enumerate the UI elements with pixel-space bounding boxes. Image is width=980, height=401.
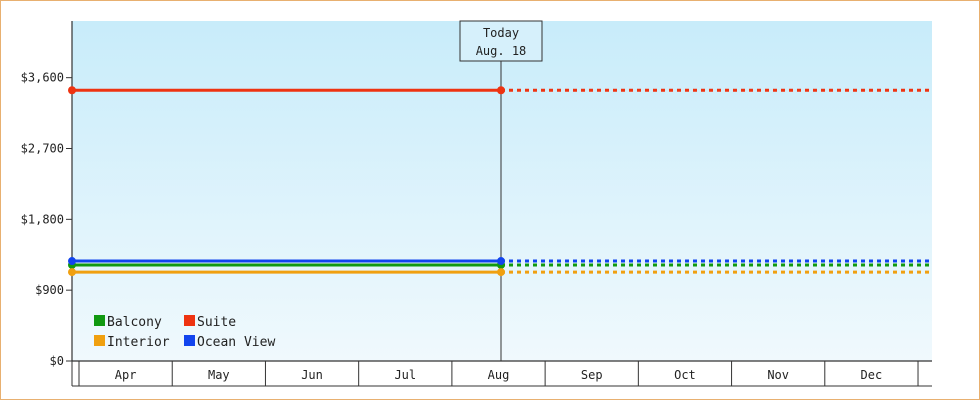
legend-swatch: [184, 315, 195, 326]
series-point: [497, 268, 505, 277]
x-axis: Apr May Jun Jul Aug Sep Oct Nov Dec: [71, 360, 932, 387]
x-tick-label: May: [208, 368, 230, 382]
legend-label: Interior: [107, 335, 170, 350]
legend-label: Ocean View: [197, 335, 275, 350]
series-point: [68, 268, 76, 277]
y-tick-label: $900: [35, 283, 64, 297]
legend-label: Balcony: [107, 315, 162, 330]
plot-background: [72, 21, 932, 361]
legend-label: Suite: [197, 315, 236, 330]
legend-swatch: [94, 315, 105, 326]
series-lines: [68, 86, 932, 277]
x-tick-label: Aug: [488, 368, 510, 382]
today-label: Today: [483, 26, 519, 40]
x-tick-label: Oct: [674, 368, 696, 382]
y-tick-label: $2,700: [21, 142, 64, 156]
legend: Balcony Interior Suite Ocean View: [94, 315, 275, 350]
today-marker: Today Aug. 18: [459, 20, 543, 361]
y-tick-label: $3,600: [21, 71, 64, 85]
x-tick-label: Jun: [301, 368, 323, 382]
today-date-label: Aug. 18: [476, 44, 527, 58]
x-tick-label: Sep: [581, 368, 603, 382]
x-tick-label: Dec: [861, 368, 883, 382]
series-point: [497, 257, 505, 266]
x-tick-label: Apr: [115, 368, 137, 382]
legend-swatch: [184, 335, 195, 346]
x-tick-label: Jul: [394, 368, 416, 382]
y-tick-label: $1,800: [21, 212, 64, 226]
today-box: [459, 20, 543, 62]
series-point: [68, 86, 76, 95]
legend-swatch: [94, 335, 105, 346]
y-tick-label: $0: [50, 354, 64, 368]
series-point: [68, 257, 76, 266]
y-axis: $0 $900 $1,800 $2,700 $3,600: [21, 21, 73, 368]
series-point: [497, 86, 505, 95]
x-tick-label: Nov: [767, 368, 789, 382]
